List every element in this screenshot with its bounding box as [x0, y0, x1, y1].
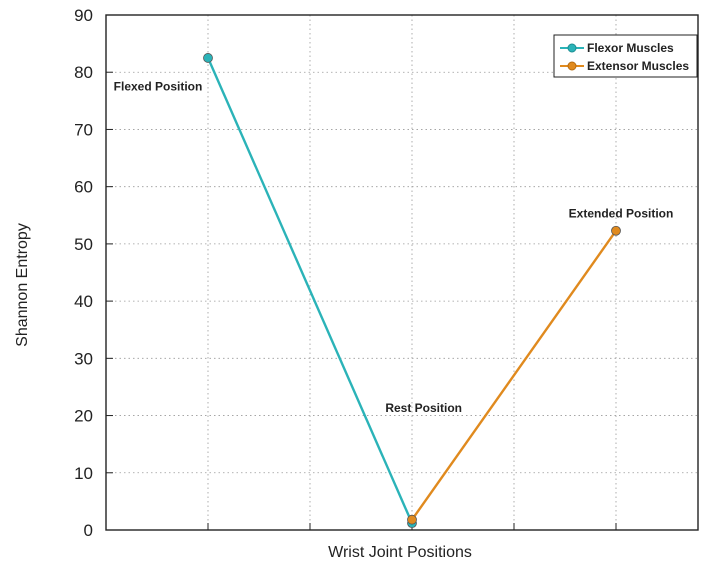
y-tick-label: 30	[74, 349, 93, 368]
grid	[106, 15, 698, 530]
y-tick-label: 0	[84, 521, 93, 540]
legend-label-extensor: Extensor Muscles	[587, 59, 689, 73]
y-axis-title: Shannon Entropy	[14, 223, 31, 347]
legend: Flexor Muscles Extensor Muscles	[553, 34, 698, 78]
x-axis-title: Wrist Joint Positions	[328, 544, 472, 561]
data-point-1-1	[611, 225, 621, 236]
y-tick-label: 10	[74, 464, 93, 483]
y-tick-label: 70	[74, 120, 93, 139]
y-tick-label: 20	[74, 407, 93, 426]
y-tick-label: 90	[74, 6, 93, 25]
series-line-0	[206, 57, 414, 524]
annotation-label: Extended Position	[569, 207, 674, 221]
plot-area-frame	[105, 14, 699, 531]
y-tick-label: 40	[74, 292, 93, 311]
legend-box	[553, 34, 698, 78]
legend-marker-flexor	[567, 43, 577, 53]
legend-label-flexor: Flexor Muscles	[587, 41, 674, 55]
y-tick-label: 80	[74, 63, 93, 82]
annotation-label: Rest Position	[385, 401, 462, 415]
data-point-0-0	[203, 53, 213, 63]
series-line-1	[411, 230, 617, 521]
legend-marker-extensor	[567, 61, 577, 71]
series-lines	[203, 53, 621, 529]
data-point-1-0	[407, 514, 417, 525]
y-tick-label: 60	[74, 178, 93, 197]
y-tick-label: 50	[74, 235, 93, 254]
annotations: Flexed Position Rest Position Extended Pos…	[114, 80, 674, 416]
y-axis-ticks: 0 10 20 30 40 50 60 70 80 90	[74, 6, 113, 540]
annotation-label: Flexed Position	[114, 80, 203, 94]
